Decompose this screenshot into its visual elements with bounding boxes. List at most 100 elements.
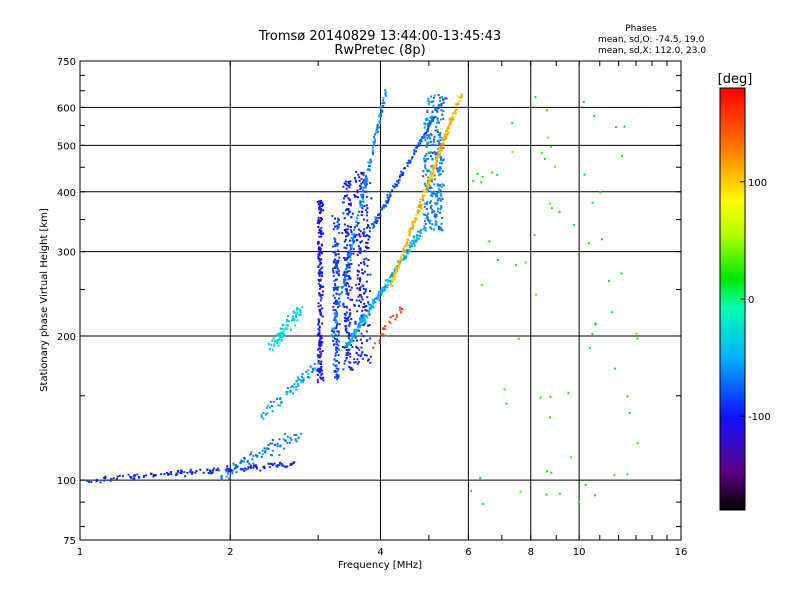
- echo-point: [431, 208, 434, 211]
- echo-point: [434, 220, 437, 223]
- echo-point: [271, 454, 273, 457]
- echo-point: [331, 327, 334, 330]
- echo-point: [584, 483, 587, 486]
- echo-point: [442, 158, 445, 161]
- echo-point: [320, 232, 323, 235]
- echo-point: [413, 153, 416, 156]
- echo-point: [345, 292, 348, 295]
- echo-point: [376, 131, 379, 134]
- echo-point: [319, 219, 322, 222]
- echo-point: [413, 243, 416, 246]
- echo-point: [335, 278, 338, 281]
- echo-point: [356, 191, 359, 194]
- echo-point: [334, 243, 337, 246]
- echo-point: [367, 324, 370, 327]
- echo-point: [547, 136, 550, 139]
- echo-point: [430, 187, 433, 189]
- echo-point: [372, 136, 375, 139]
- echo-point: [402, 167, 405, 170]
- echo-point: [352, 236, 355, 239]
- echo-point: [284, 439, 287, 442]
- echo-point: [299, 313, 302, 316]
- echo-point: [335, 312, 338, 315]
- echo-point: [428, 120, 431, 122]
- echo-point: [260, 414, 263, 417]
- echo-point: [243, 457, 246, 459]
- echo-point: [348, 275, 350, 278]
- echo-point: [433, 183, 436, 186]
- echo-point: [368, 236, 371, 239]
- echo-point: [376, 130, 379, 133]
- echo-point: [332, 305, 335, 308]
- echo-point: [440, 205, 443, 207]
- echo-point: [348, 365, 351, 368]
- echo-point: [267, 343, 270, 346]
- echo-point: [290, 328, 292, 331]
- echo-point: [577, 500, 580, 503]
- echo-point: [426, 202, 429, 205]
- echo-point: [355, 345, 358, 348]
- echo-point: [317, 332, 320, 335]
- echo-point: [434, 107, 437, 110]
- echo-point: [420, 138, 422, 141]
- echo-point: [430, 174, 433, 177]
- echo-point: [378, 115, 381, 118]
- echo-point: [232, 462, 235, 465]
- echo-point: [332, 363, 335, 366]
- echo-point: [345, 273, 348, 276]
- echo-point: [636, 337, 639, 340]
- echo-point: [317, 203, 320, 206]
- echo-point: [433, 170, 435, 173]
- echo-point: [343, 280, 346, 283]
- echo-point: [558, 210, 561, 213]
- echo-point: [365, 214, 368, 217]
- echo-point: [300, 381, 303, 384]
- echo-point: [283, 447, 285, 450]
- echo-point: [314, 367, 317, 370]
- echo-point: [152, 475, 155, 478]
- echo-point: [337, 217, 340, 220]
- echo-point: [433, 135, 436, 138]
- echo-point: [365, 257, 368, 260]
- echo-point: [191, 471, 194, 474]
- echo-point: [365, 175, 367, 178]
- echo-point: [245, 468, 248, 471]
- echo-point: [346, 270, 349, 273]
- echo-point: [353, 176, 356, 179]
- echo-point: [359, 288, 361, 291]
- echo-point: [346, 232, 349, 235]
- echo-point: [384, 204, 387, 207]
- echo-point: [364, 290, 367, 293]
- echo-point: [319, 285, 321, 288]
- echo-point: [406, 162, 409, 165]
- echo-point: [292, 462, 295, 465]
- echo-point: [426, 109, 429, 112]
- echo-point: [346, 194, 348, 197]
- echo-point: [208, 472, 211, 475]
- echo-point: [270, 463, 273, 465]
- echo-point: [359, 286, 362, 289]
- echo-point: [345, 357, 348, 360]
- echo-point: [321, 315, 324, 318]
- echo-point: [268, 466, 271, 469]
- echo-point: [354, 321, 357, 324]
- echo-point: [347, 335, 350, 338]
- echo-point: [319, 259, 321, 261]
- echo-point: [343, 217, 346, 220]
- echo-point: [435, 161, 438, 164]
- echo-point: [360, 240, 363, 243]
- echo-point: [398, 309, 401, 312]
- echo-point: [389, 316, 392, 319]
- echo-point: [368, 311, 371, 314]
- echo-point: [365, 226, 368, 229]
- echo-point: [384, 327, 387, 330]
- echo-point: [296, 308, 299, 310]
- echo-point: [373, 342, 376, 345]
- echo-point: [545, 109, 548, 112]
- echo-point: [294, 438, 297, 441]
- echo-point: [358, 322, 361, 325]
- echo-point: [183, 475, 186, 478]
- echo-point: [319, 278, 322, 281]
- echo-point: [419, 235, 421, 238]
